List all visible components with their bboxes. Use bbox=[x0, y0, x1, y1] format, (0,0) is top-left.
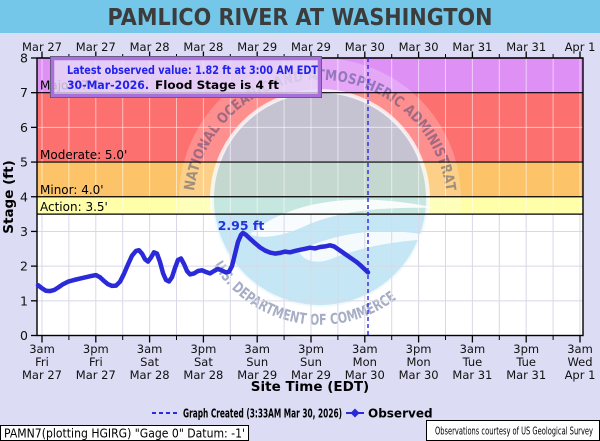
bottom-axis-label: Mar 31 bbox=[452, 368, 492, 382]
bottom-axis-label: Mar 28 bbox=[130, 368, 170, 382]
bottom-axis-label: 3am bbox=[567, 342, 593, 356]
bottom-axis-label: Mar 30 bbox=[345, 368, 385, 382]
bottom-axis-label: Mar 29 bbox=[237, 368, 277, 382]
y-axis-tick-label: 6 bbox=[20, 120, 28, 135]
y-axis-tick-label: 7 bbox=[20, 85, 28, 100]
bottom-axis-label: 3pm bbox=[513, 342, 539, 356]
noaa-logo-inner-circle bbox=[210, 89, 430, 309]
noaa-seagull-icon bbox=[299, 231, 444, 262]
bottom-axis-label: 3am bbox=[244, 342, 270, 356]
top-axis-label: Mar 31 bbox=[452, 40, 492, 54]
top-axis-label: Mar 31 bbox=[506, 40, 546, 54]
graph-created-label: Graph Created (3:33AM Mar 30, 2026) bbox=[183, 407, 342, 421]
gridlines bbox=[37, 58, 583, 336]
bottom-axis-label: Mar 30 bbox=[399, 368, 439, 382]
latest-observed-date: 30-Mar-2026. bbox=[67, 78, 149, 92]
top-axis-label: Mar 28 bbox=[183, 40, 223, 54]
bottom-axis-label: Wed bbox=[567, 355, 592, 369]
axis-labels: Mar 27 Mar 27 Mar 28 Mar 28 Mar 29 Mar 29 Mar … bbox=[20, 40, 595, 382]
bottom-axis-label: Apr 1 bbox=[565, 368, 596, 382]
footer: PAMN7(plotting HGIRG) "Gage 0" Datum: -1… bbox=[0, 420, 600, 441]
top-axis-label: Mar 27 bbox=[22, 40, 62, 54]
bottom-axis-label: Mar 28 bbox=[183, 368, 223, 382]
bottom-axis-label: Sun bbox=[300, 355, 322, 369]
flood-stage-note: Flood Stage is 4 ft bbox=[155, 78, 280, 92]
station-info-text: PAMN7(plotting HGIRG) "Gage 0" Datum: -1… bbox=[4, 426, 245, 441]
zone-label-action: Action: 3.5' bbox=[40, 200, 108, 214]
bottom-axis-label: Fri bbox=[35, 355, 49, 369]
top-axis-label: Mar 27 bbox=[76, 40, 116, 54]
page-title: PAMLICO RIVER AT WASHINGTON bbox=[108, 5, 493, 31]
bottom-axis-label: Sat bbox=[140, 355, 159, 369]
y-axis-tick-label: 4 bbox=[20, 189, 28, 204]
bottom-axis-label: Sat bbox=[194, 355, 213, 369]
bottom-axis-label: Sun bbox=[246, 355, 268, 369]
y-axis-tick-label: 2 bbox=[20, 259, 28, 274]
top-axis-label: Mar 29 bbox=[291, 40, 331, 54]
top-axis-label: Mar 28 bbox=[130, 40, 170, 54]
bottom-axis-label: Mon bbox=[353, 355, 377, 369]
y-axis-title: Stage (ft) bbox=[1, 160, 17, 233]
bottom-axis-label: 3am bbox=[460, 342, 486, 356]
bottom-axis-label: 3am bbox=[29, 342, 55, 356]
title-bar bbox=[0, 0, 600, 33]
bottom-axis-label: Mar 31 bbox=[506, 368, 546, 382]
top-axis-label: Apr 1 bbox=[565, 40, 596, 54]
observed-diamond-icon bbox=[350, 408, 360, 418]
bottom-axis-label: 3pm bbox=[190, 342, 216, 356]
top-axis-label: Mar 30 bbox=[399, 40, 439, 54]
bottom-axis-label: Tue bbox=[515, 355, 536, 369]
bottom-axis-label: 3pm bbox=[83, 342, 109, 356]
bottom-axis-label: Mar 27 bbox=[76, 368, 116, 382]
zone-label-minor: Minor: 4.0' bbox=[40, 183, 104, 197]
latest-observed-info-box: Latest observed value: 1.82 ft at 3:00 A… bbox=[50, 56, 322, 98]
y-axis-tick-label: 8 bbox=[20, 51, 28, 66]
bottom-axis-label: Mon bbox=[406, 355, 430, 369]
bottom-axis-label: 3pm bbox=[298, 342, 324, 356]
zone-label-moderate: Moderate: 5.0' bbox=[40, 148, 127, 162]
bottom-axis-label: Mar 29 bbox=[291, 368, 331, 382]
bottom-axis-label: 3pm bbox=[406, 342, 432, 356]
y-axis-tick-label: 3 bbox=[20, 224, 28, 239]
bottom-axis-label: Mar 27 bbox=[22, 368, 62, 382]
top-axis-label: Mar 29 bbox=[237, 40, 277, 54]
bottom-axis-label: 3am bbox=[352, 342, 378, 356]
y-axis-tick-label: 5 bbox=[20, 155, 28, 170]
credit-text: Observations courtesy of US Geological S… bbox=[435, 425, 593, 438]
chart-legend: Graph Created (3:33AM Mar 30, 2026) Obse… bbox=[152, 407, 433, 421]
observed-legend-label: Observed bbox=[368, 407, 433, 421]
latest-observed-line1: Latest observed value: 1.82 ft at 3:00 A… bbox=[67, 63, 318, 77]
bottom-axis-label: Tue bbox=[462, 355, 483, 369]
bottom-axis-label: 3am bbox=[137, 342, 163, 356]
x-axis-title: Site Time (EDT) bbox=[251, 379, 369, 395]
observed-series-line bbox=[35, 230, 371, 294]
peak-annotation: 2.95 ft bbox=[218, 218, 265, 233]
y-axis-tick-label: 0 bbox=[20, 328, 28, 343]
top-axis-label: Mar 30 bbox=[345, 40, 385, 54]
y-axis-tick-label: 1 bbox=[20, 293, 28, 308]
noaa-seagull-icon bbox=[250, 199, 436, 237]
bottom-axis-label: Fri bbox=[89, 355, 103, 369]
